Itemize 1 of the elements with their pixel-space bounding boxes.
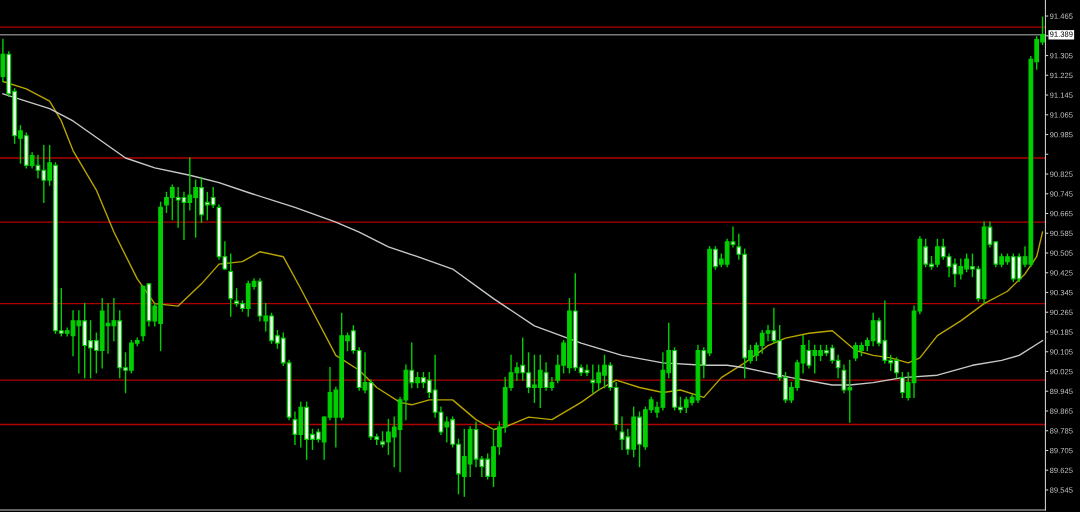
line-series <box>2 80 1044 431</box>
